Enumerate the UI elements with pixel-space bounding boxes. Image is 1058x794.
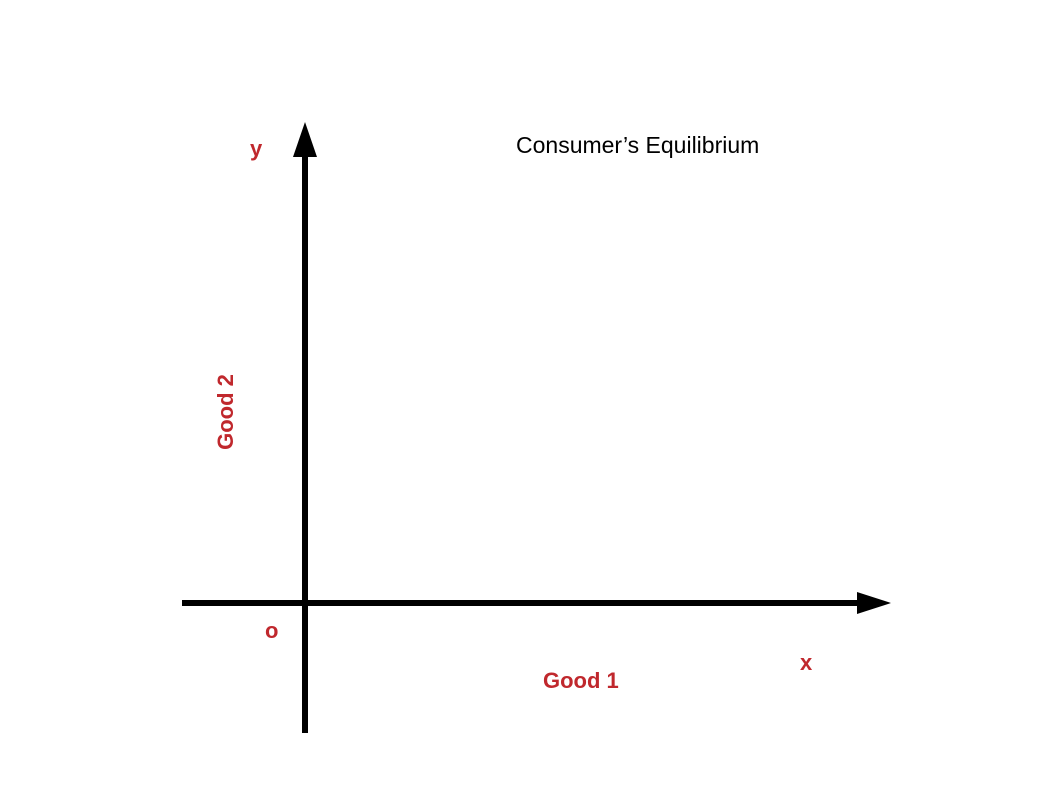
y-axis-letter: y [250, 136, 263, 161]
diagram-title: Consumer’s Equilibrium [516, 132, 760, 158]
y-axis-label: Good 2 [213, 374, 238, 450]
x-axis-arrowhead [857, 592, 891, 614]
x-axis-label: Good 1 [543, 668, 619, 693]
x-axis-letter: x [800, 650, 813, 675]
origin-label: o [265, 618, 279, 643]
y-axis-arrowhead [293, 122, 317, 157]
